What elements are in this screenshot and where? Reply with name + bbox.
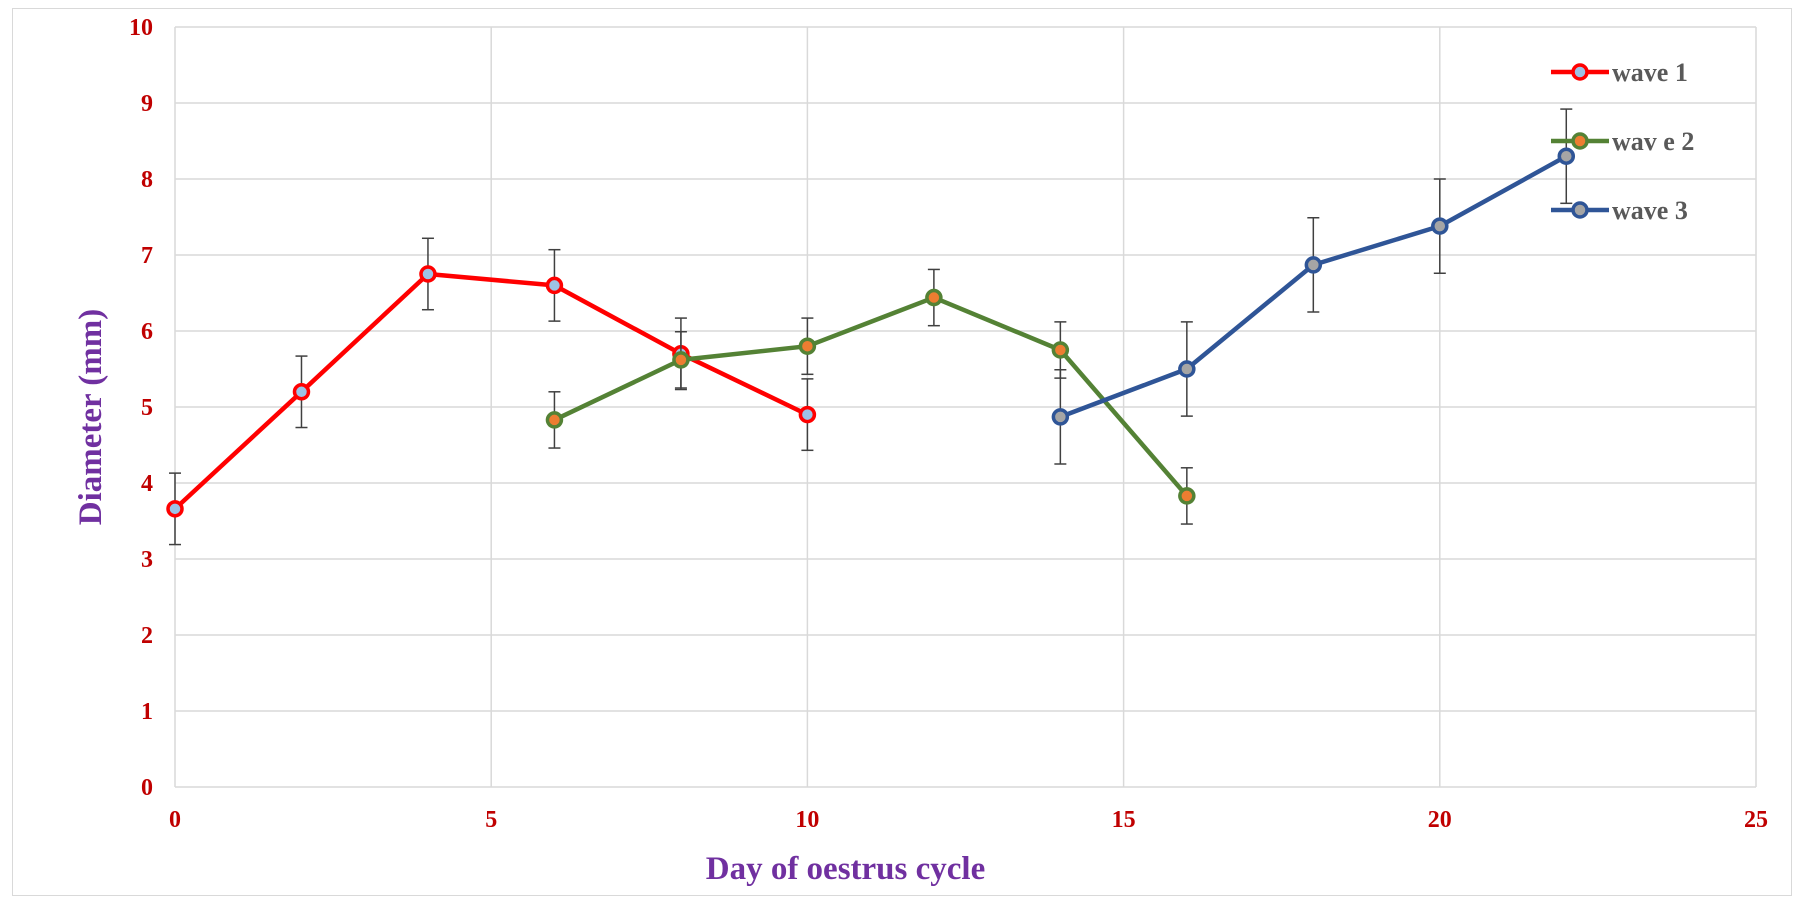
data-point [1304, 256, 1323, 274]
data-point [798, 405, 817, 424]
data-point [672, 351, 690, 369]
data-point [925, 288, 943, 307]
series-3 [1051, 108, 1576, 465]
chart-frame: 0 5 10 15 20 25 0 1 2 3 4 5 6 7 8 9 10 wave 1 wav e 2 wav… [12, 8, 1792, 896]
y-tick-label: 5 [141, 395, 153, 421]
legend-item: wave 1 [1551, 58, 1688, 87]
series-line [553, 295, 1189, 498]
y-tick-label: 3 [141, 547, 153, 573]
legend-marker [1571, 63, 1589, 81]
x-tick-label: 20 [1428, 807, 1452, 833]
legend-label: wav e 2 [1612, 127, 1694, 156]
x-tick-label: 25 [1744, 807, 1768, 833]
gridlines [175, 26, 1757, 787]
y-axis-title: Diameter (mm) [73, 309, 109, 526]
y-tick-label: 4 [141, 471, 153, 497]
data-point [1178, 360, 1196, 378]
x-tick-label: 5 [485, 807, 497, 833]
legend-item: wave 3 [1551, 196, 1688, 225]
legend-label: wave 1 [1612, 58, 1688, 87]
x-axis-title: Day of oestrus cycle [706, 851, 986, 887]
data-point [545, 411, 564, 429]
y-tick-label: 7 [141, 243, 153, 269]
data-point [1051, 341, 1070, 359]
y-tick-label: 0 [141, 775, 153, 801]
data-point [1178, 487, 1196, 505]
y-tick-labels: 0 1 2 3 4 5 6 7 8 9 10 [129, 15, 153, 801]
data-point [545, 276, 564, 295]
y-tick-label: 1 [141, 699, 153, 725]
data-point [419, 265, 437, 283]
y-tick-label: 9 [141, 91, 153, 117]
y-tick-label: 10 [129, 15, 153, 41]
axes [174, 27, 1756, 788]
legend: wave 1 wav e 2 wave 3 [1551, 58, 1694, 225]
y-tick-label: 6 [141, 319, 153, 345]
series-2 [545, 268, 1196, 525]
legend-marker [1571, 132, 1589, 150]
y-tick-label: 8 [141, 167, 153, 193]
legend-marker [1571, 201, 1589, 219]
y-tick-label: 2 [141, 623, 153, 649]
data-point [166, 500, 184, 518]
x-tick-label: 15 [1112, 807, 1136, 833]
data-point [1051, 408, 1070, 426]
series-line [173, 271, 809, 511]
data-point [798, 337, 817, 355]
legend-label: wave 3 [1612, 196, 1688, 225]
x-tick-labels: 0 5 10 15 20 25 [169, 807, 1768, 833]
legend-item: wav e 2 [1551, 127, 1694, 156]
x-tick-label: 0 [169, 807, 181, 833]
data-point [1557, 147, 1576, 165]
series-group [166, 108, 1576, 546]
data-point [1431, 217, 1449, 235]
x-tick-label: 10 [795, 807, 819, 833]
data-point [292, 383, 311, 401]
